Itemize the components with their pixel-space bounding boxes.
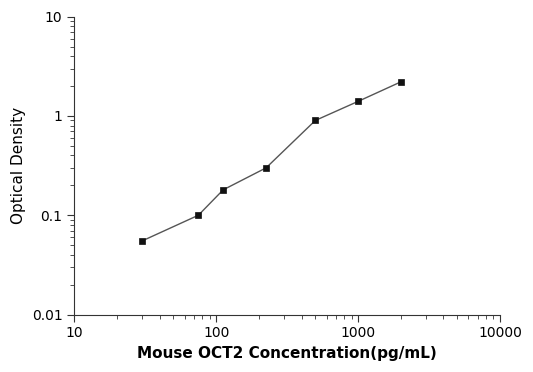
X-axis label: Mouse OCT2 Concentration(pg/mL): Mouse OCT2 Concentration(pg/mL) bbox=[137, 346, 437, 361]
Y-axis label: Optical Density: Optical Density bbox=[11, 107, 26, 224]
